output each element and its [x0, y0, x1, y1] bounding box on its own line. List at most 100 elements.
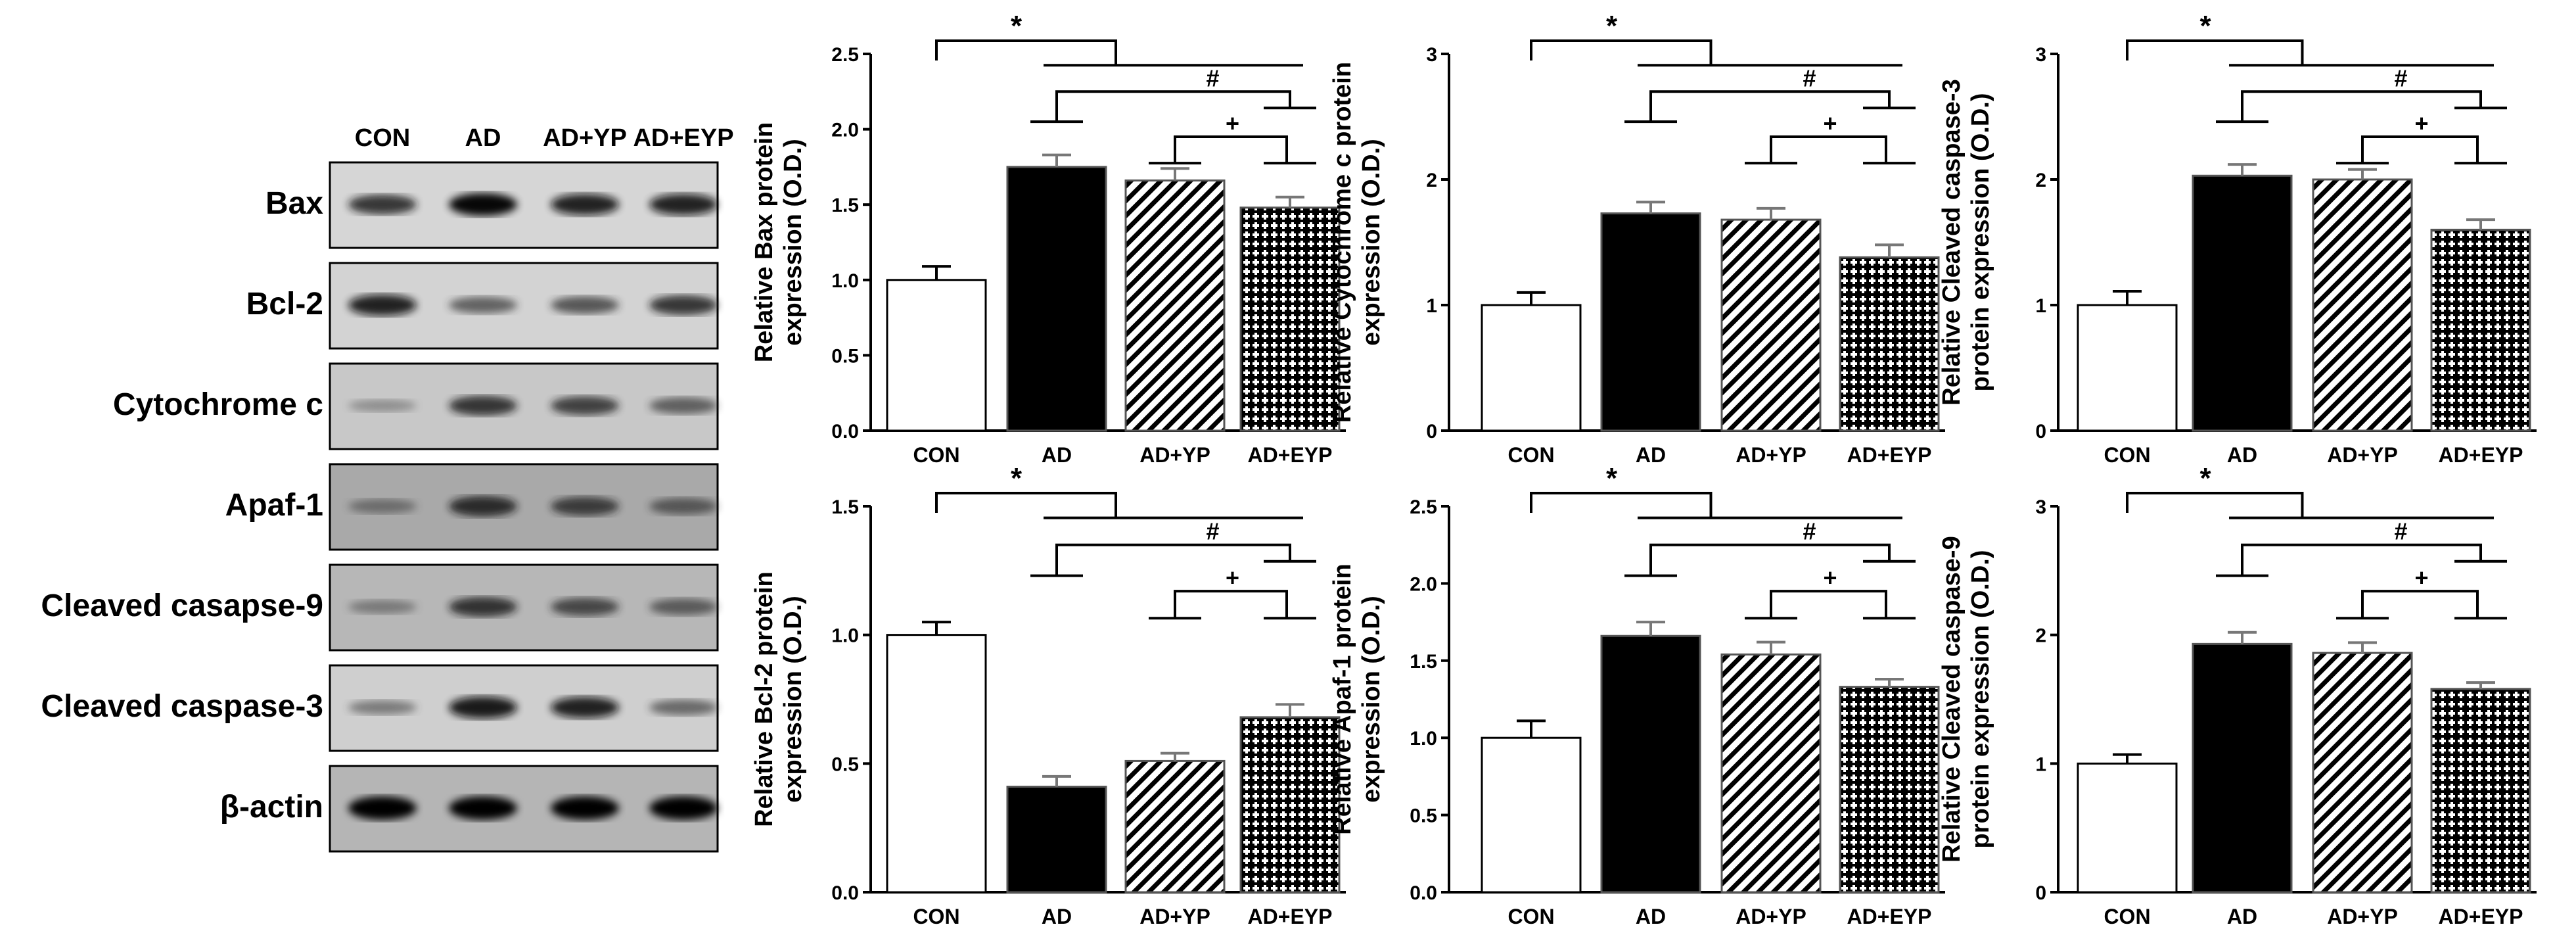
significance-mark: * [1606, 462, 1618, 494]
y-tick-label: 0 [2035, 421, 2046, 442]
western-blot-panel: CON AD AD+YP AD+EYP Bax Bcl-2 Cytochrome c Apaf… [41, 124, 734, 853]
significance-mark: # [1803, 518, 1816, 545]
significance-mark: + [2414, 110, 2428, 137]
significance-mark: # [2394, 64, 2407, 91]
significance-bracket [1174, 135, 1288, 164]
protein-band [348, 499, 417, 513]
bar-chart: 0 1 2 3 Relative Cleaved caspase-9 protein ex… [1938, 462, 2537, 928]
protein-band [348, 600, 417, 614]
protein-band [649, 295, 718, 315]
x-tick-label: CON [913, 443, 959, 467]
y-axis-label: Relative Cleaved caspase-3 [1938, 79, 1966, 405]
y-tick-label: 1.5 [1410, 651, 1437, 673]
lane-label: CON [355, 124, 410, 152]
bar [886, 634, 987, 894]
lane-label: AD [465, 124, 501, 152]
y-axis-label: protein expression (O.D.) [1967, 550, 1994, 849]
significance-mark: # [1206, 64, 1219, 91]
y-axis-label: Relative Bax protein [750, 122, 778, 362]
y-tick-label: 3 [2035, 44, 2046, 66]
protein-label: Cleaved caspase-3 [41, 689, 323, 724]
significance-bracket [1055, 90, 1291, 122]
y-tick-label: 0.0 [1410, 882, 1437, 904]
protein-band [551, 598, 619, 616]
protein-band [649, 193, 718, 216]
protein-label: β-actin [220, 790, 323, 824]
protein-band [449, 696, 517, 719]
blot-row: Apaf-1 [225, 463, 719, 551]
y-tick-label: 2.5 [831, 44, 859, 66]
bar [2312, 178, 2413, 432]
significance-mark: # [2394, 518, 2407, 545]
protein-band [551, 193, 619, 216]
y-tick-label: 1.0 [831, 270, 859, 292]
protein-label: Apaf-1 [225, 488, 323, 523]
x-tick-label: AD [1042, 905, 1072, 928]
blot-row: Bcl-2 [246, 262, 719, 350]
x-tick-label: CON [2104, 905, 2150, 928]
bar [1124, 179, 1226, 432]
y-tick-label: 0 [1426, 421, 1437, 442]
bar [2192, 174, 2293, 432]
significance-bracket [2241, 543, 2482, 576]
bar [1720, 218, 1822, 432]
significance-mark: * [1011, 462, 1023, 494]
protein-band [551, 796, 619, 820]
x-tick-label: CON [1507, 443, 1554, 467]
y-axis-label: expression (O.D.) [779, 139, 807, 346]
bar [1839, 256, 1940, 432]
bar [1006, 786, 1107, 894]
y-tick-label: 2 [2035, 170, 2046, 191]
y-tick-label: 0.0 [831, 421, 859, 442]
y-tick-label: 2.5 [1410, 496, 1437, 518]
significance-mark: # [1206, 518, 1219, 545]
significance-mark: + [1823, 564, 1837, 591]
significance-bracket [1055, 543, 1291, 576]
protein-band [649, 397, 718, 414]
significance-mark: # [1803, 64, 1816, 91]
significance-bracket [1530, 39, 1713, 66]
bar [2312, 652, 2413, 894]
protein-band [348, 400, 417, 412]
protein-band [348, 195, 417, 214]
significance-bracket [1770, 135, 1887, 164]
bar-chart: 0 1 2 3 Relative Cytochrome c protein express… [1329, 10, 1945, 467]
significance-bracket [1770, 590, 1887, 619]
x-tick-label: AD [2227, 443, 2257, 467]
y-tick-label: 1 [2035, 295, 2046, 317]
protein-band [649, 796, 718, 820]
bar-chart: 0.0 0.5 1.0 1.5 2.0 2.5 Relative Apaf-1 protei… [1329, 462, 1945, 928]
significance-mark: * [2199, 10, 2211, 42]
y-axis-label: expression (O.D.) [1358, 596, 1385, 803]
y-tick-label: 3 [1426, 44, 1437, 66]
significance-mark: + [1823, 110, 1837, 137]
protein-band [551, 296, 619, 314]
significance-bracket [1530, 492, 1713, 518]
bar [1481, 736, 1582, 894]
blot-row: Cleaved casapse-9 [41, 563, 719, 652]
blot-row: Cytochrome c [113, 362, 719, 450]
y-tick-label: 2 [1426, 170, 1437, 191]
significance-bracket [2241, 90, 2482, 122]
bar [2192, 642, 2293, 894]
y-axis-label: Relative Apaf-1 protein [1329, 563, 1356, 834]
x-tick-label: AD+EYP [1847, 905, 1932, 928]
y-tick-label: 0.5 [831, 345, 859, 367]
bar-chart: 0.0 0.5 1.0 1.5 2.0 2.5 Relative Bax protein ex… [750, 10, 1346, 467]
bar [2077, 304, 2178, 432]
significance-bracket [2361, 590, 2479, 619]
bar [1720, 653, 1822, 894]
x-tick-label: AD+YP [1736, 905, 1806, 928]
lane-label: AD+YP [543, 124, 627, 152]
x-tick-label: AD [1042, 443, 1072, 467]
x-tick-label: AD+YP [1736, 443, 1806, 467]
protein-band [649, 700, 718, 715]
protein-band [551, 696, 619, 719]
significance-mark: + [1226, 564, 1239, 591]
protein-label: Cytochrome c [113, 387, 323, 422]
blot-row: Bax [265, 161, 719, 249]
y-tick-label: 3 [2035, 496, 2046, 518]
protein-band [449, 193, 517, 216]
